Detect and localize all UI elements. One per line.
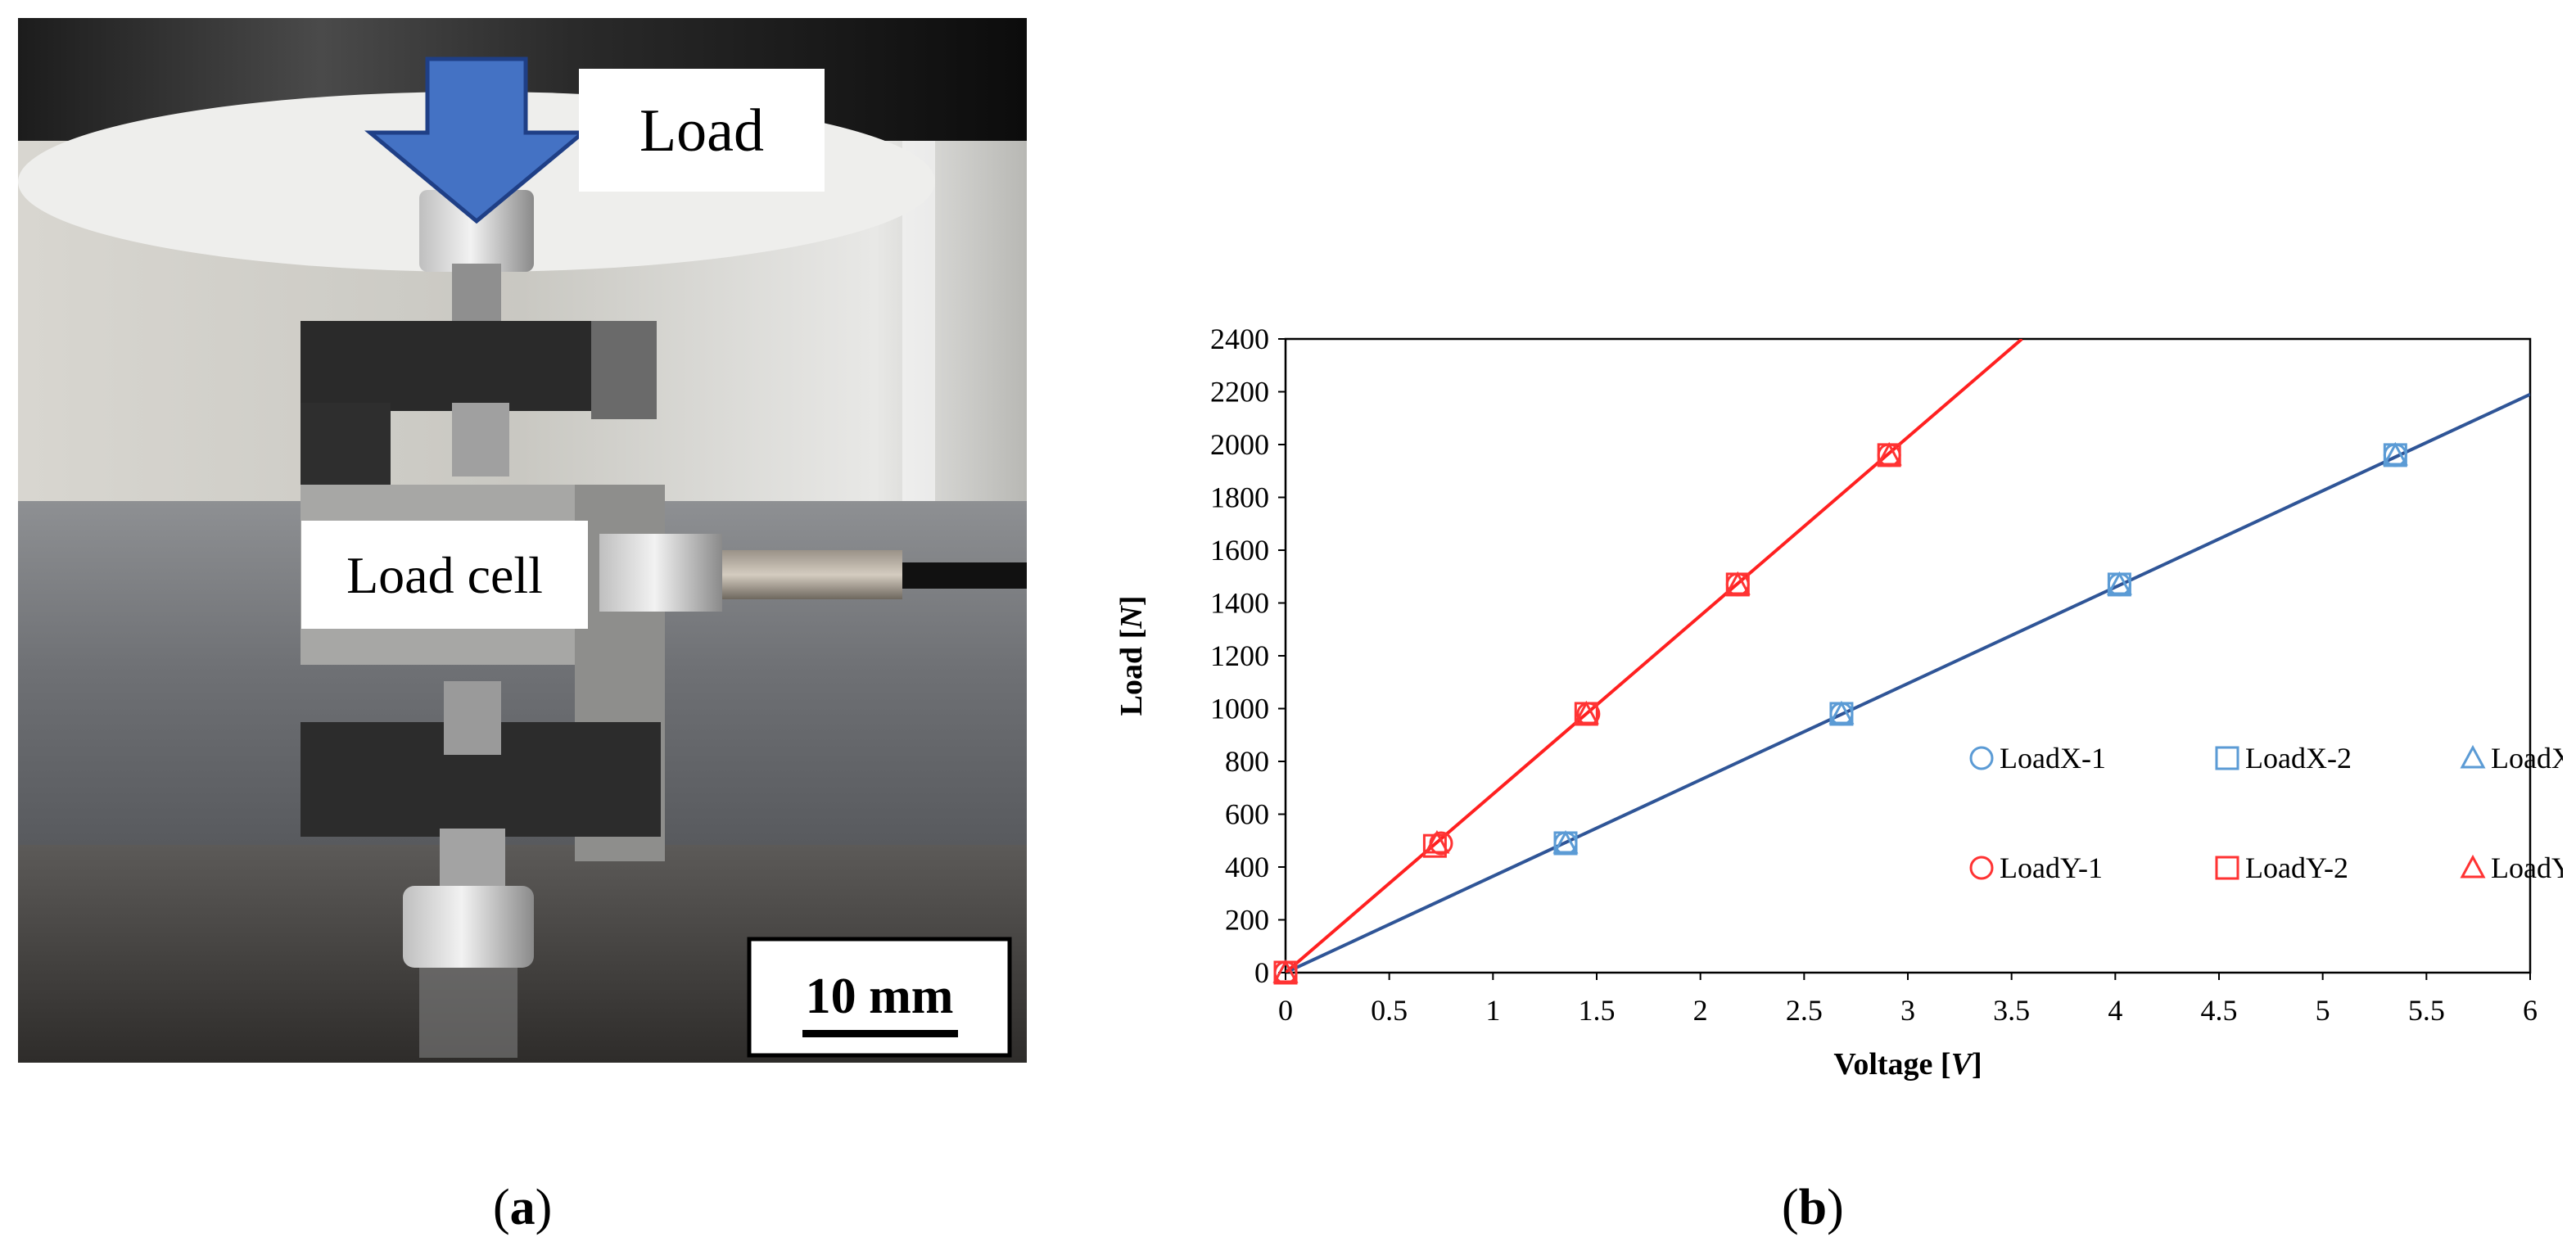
x-tick-label: 4.5 (2201, 994, 2238, 1027)
y-tick-label: 1200 (1210, 639, 1269, 672)
x-tick-label: 3.5 (1993, 994, 2030, 1027)
y-tick-label: 800 (1225, 745, 1269, 778)
data-point-loadx-3 (1828, 700, 1855, 725)
y-tick-label: 1000 (1210, 693, 1269, 725)
x-tick-label: 4 (2108, 994, 2122, 1027)
upper-bolt-head (419, 190, 534, 272)
scale-bar-label: 10 mm (806, 969, 954, 1024)
scale-bar (802, 1030, 958, 1037)
cable-sheath (722, 550, 902, 599)
y-tick-label: 400 (1225, 851, 1269, 883)
legend-marker-loady-1 (1969, 856, 1994, 880)
lower-thread-top (444, 681, 501, 755)
x-tick-label: 1.5 (1579, 994, 1616, 1027)
lower-bolt-reflection (419, 968, 517, 1058)
y-tick-label: 2200 (1210, 376, 1269, 409)
x-tick-label: 3 (1900, 994, 1915, 1027)
fit-line (1286, 392, 2530, 973)
data-point-loady-3 (1876, 441, 1902, 466)
x-tick-label: 0.5 (1371, 994, 1408, 1027)
x-tick-label: 5.5 (2408, 994, 2445, 1027)
x-tick-label: 5 (2316, 994, 2330, 1027)
load-arrow-icon (364, 56, 589, 224)
loadcell-label-box (301, 521, 588, 629)
legend-label-loadx-2: LoadX-2 (2245, 742, 2352, 775)
y-tick-label: 600 (1225, 798, 1269, 831)
y-axis-title: Load [N] (1114, 596, 1149, 716)
legend-label-loadx-1: LoadX-1 (2000, 742, 2106, 775)
data-point-loady-3 (1573, 700, 1599, 725)
y-tick-label: 200 (1225, 904, 1269, 937)
legend-label-loady-1: LoadY-1 (2000, 851, 2103, 884)
y-tick-label: 2000 (1210, 428, 1269, 461)
load-cell-photo: Load Load cell 10 mm (18, 18, 1027, 1063)
y-tick-label: 0 (1254, 956, 1269, 989)
panel-label-a: (a) (493, 1180, 553, 1235)
data-point-loady-3 (1272, 959, 1299, 983)
y-tick-label: 1400 (1210, 587, 1269, 620)
legend-label-loady-2: LoadY-2 (2245, 851, 2348, 884)
x-tick-label: 6 (2523, 994, 2538, 1027)
legend-marker-loady-3 (2460, 854, 2486, 878)
x-tick-label: 2 (1693, 994, 1708, 1027)
panel-label-b: (b) (1782, 1180, 1844, 1235)
data-point-loady-3 (1724, 571, 1751, 595)
load-label: Load (639, 97, 764, 165)
x-tick-label: 2.5 (1786, 994, 1823, 1027)
legend-marker-loadx-1 (1969, 746, 1994, 770)
chart-marks (1272, 441, 2408, 985)
loadcell-label: Load cell (346, 546, 543, 604)
y-tick-label: 1600 (1210, 534, 1269, 567)
legend-label-loadx-3: LoadX-3 (2491, 742, 2563, 775)
upper-clevis-end (591, 321, 657, 419)
x-axis-title: Voltage [V] (1833, 1047, 1982, 1082)
load-label-box (579, 69, 825, 192)
legend-label-loady-3: LoadY-3 (2491, 851, 2563, 884)
load-voltage-chart: 0 0.5 1 1.5 2 2.5 3 3.5 4 4.5 5 5.5 6 0 200 400 600 800 10… (1114, 323, 2563, 1082)
x-tick-label: 1 (1485, 994, 1500, 1027)
cable-connector (599, 534, 722, 612)
legend-marker-loadx-2 (2215, 746, 2239, 770)
y-tick-label: 1800 (1210, 481, 1269, 514)
fit-line (1286, 339, 2023, 973)
data-point-loadx-3 (2382, 441, 2408, 466)
lower-bolt-head (403, 886, 534, 968)
data-point-loadx-3 (2106, 571, 2132, 595)
legend-marker-loadx-3 (2460, 744, 2486, 769)
x-tick-label: 0 (1278, 994, 1293, 1027)
y-tick-label: 2400 (1210, 323, 1269, 355)
legend-marker-loady-2 (2215, 856, 2239, 880)
chart-legend: LoadX-1 LoadX-2 LoadX-3 LoadY-1 LoadY-2 LoadY… (1969, 742, 2563, 884)
middle-thread (452, 403, 509, 476)
chart-axes: 0 0.5 1 1.5 2 2.5 3 3.5 4 4.5 5 5.5 6 0 200 400 600 800 10… (1114, 323, 2538, 1082)
cable-wire (902, 562, 1027, 589)
data-point-loady-3 (1424, 829, 1450, 854)
data-point-loadx-3 (1552, 829, 1579, 854)
